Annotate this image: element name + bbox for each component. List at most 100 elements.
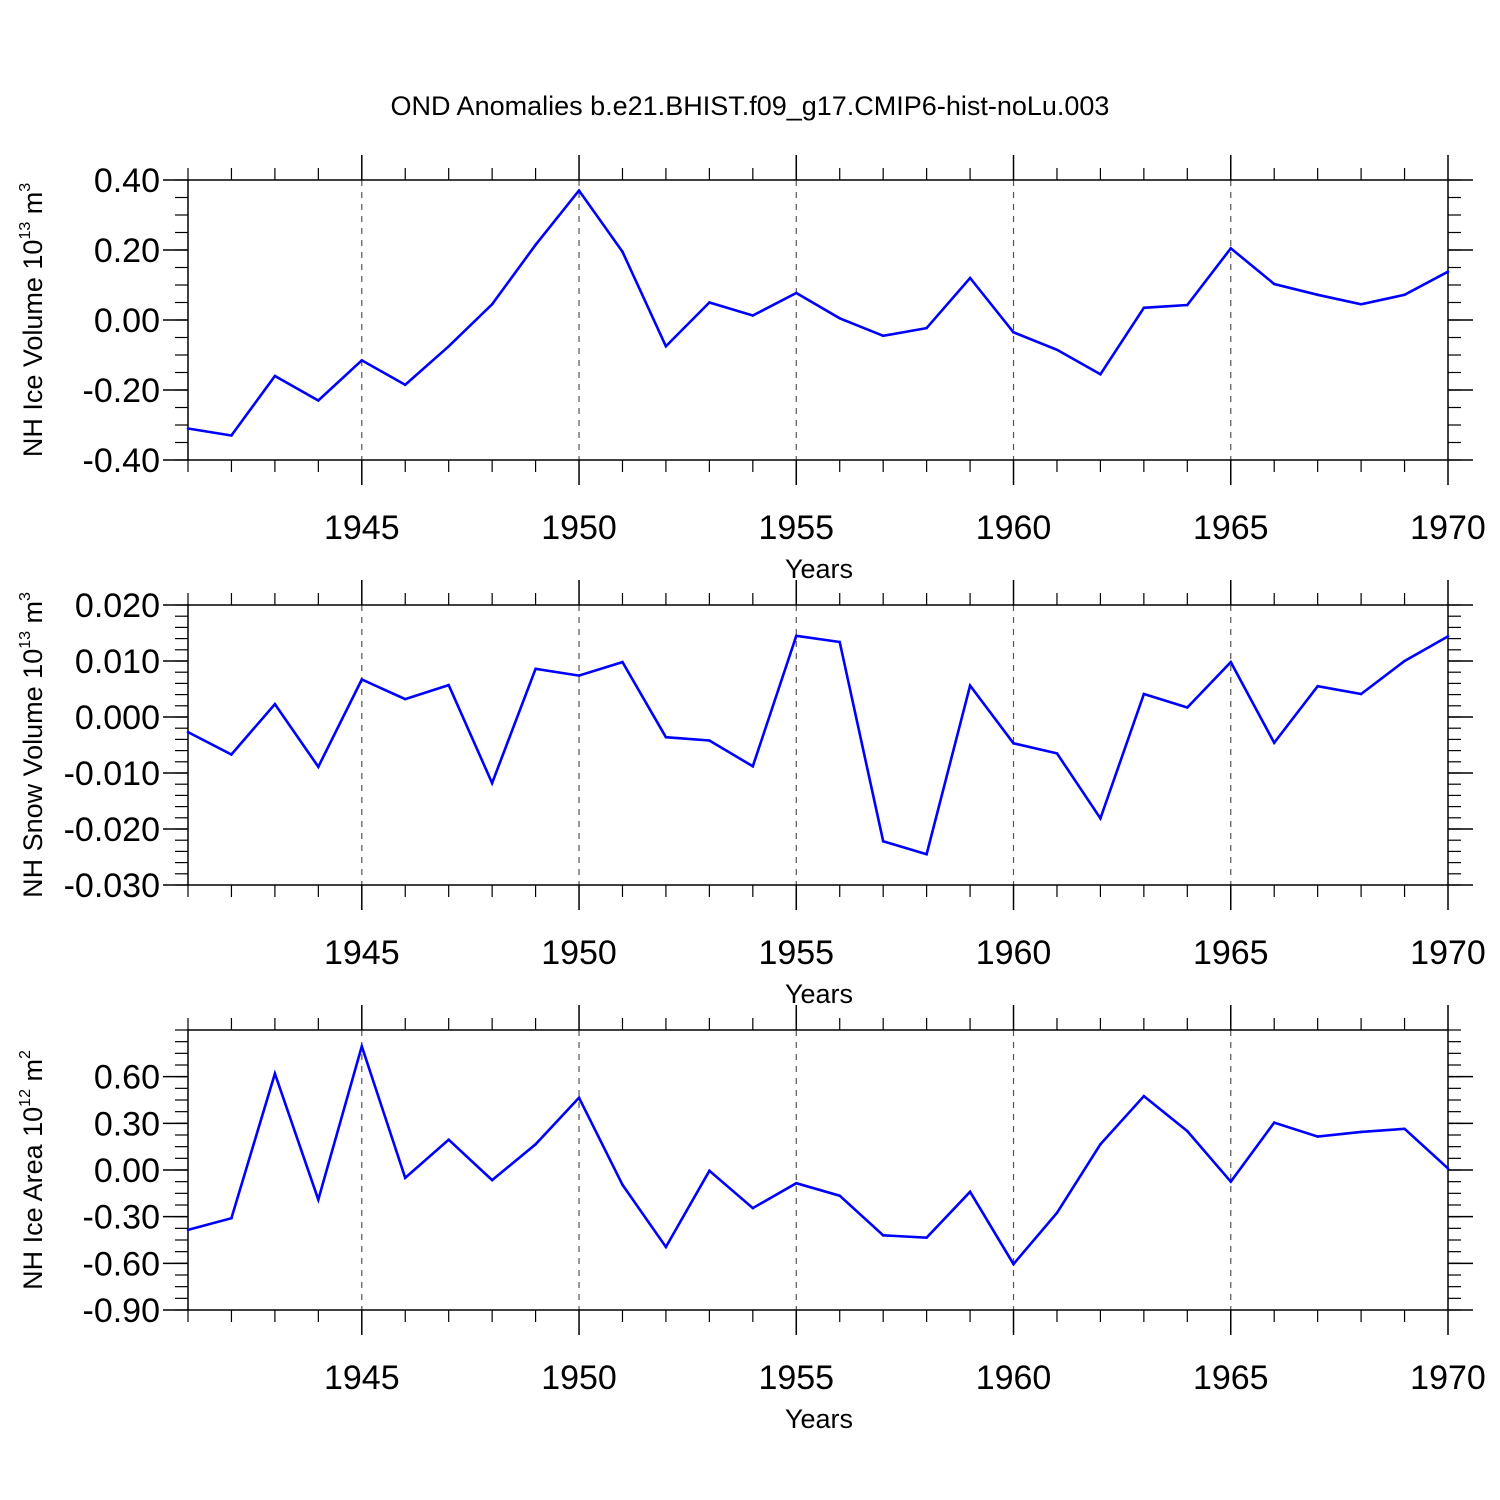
data-point [925, 326, 928, 330]
data-point [447, 1138, 450, 1141]
nh-ice-area-series-line [187, 1041, 1449, 1267]
x-tick-label: 1945 [324, 1359, 400, 1397]
data-point [360, 358, 364, 362]
y-axis-label-exponent: 13 [17, 222, 34, 240]
data-point [273, 1072, 277, 1075]
data-point [708, 301, 711, 304]
y-axis-label-exponent: 13 [17, 631, 34, 649]
y-axis-label-part: NH Snow Volume 10 [18, 649, 48, 898]
data-point [1403, 1127, 1406, 1131]
y-axis-label: NH Ice Volume 1013 m3 [17, 183, 48, 457]
data-point [1012, 742, 1015, 745]
data-point [838, 1194, 842, 1197]
data-point [1099, 1143, 1102, 1146]
data-point [186, 427, 190, 430]
data-point [1359, 1130, 1363, 1134]
data-point [708, 1169, 711, 1173]
data-point [838, 316, 842, 320]
y-axis-label-part: m [18, 1059, 48, 1089]
data-point [1316, 684, 1319, 688]
data-point [794, 1181, 798, 1185]
data-point [881, 840, 885, 843]
x-tick-label: 1950 [541, 934, 617, 972]
x-tick-label: 1960 [976, 1359, 1052, 1397]
nh-ice-volume-series-line [187, 188, 1449, 437]
data-point [1272, 1121, 1276, 1124]
data-point [230, 434, 233, 437]
y-axis-label: NH Snow Volume 1013 m3 [17, 592, 48, 898]
x-axis-label: Years [785, 979, 853, 1009]
data-point [1142, 306, 1146, 310]
data-point [1012, 1262, 1015, 1266]
y-tick-label: -0.60 [83, 1245, 161, 1283]
data-point [317, 765, 320, 769]
data-point [881, 334, 885, 338]
data-point [1272, 741, 1276, 745]
data-point [1229, 246, 1233, 250]
y-tick-label: 0.40 [94, 162, 160, 200]
data-point [317, 399, 320, 402]
data-point [230, 753, 233, 756]
data-point [577, 189, 581, 192]
y-axis-label-exponent: 2 [17, 1050, 34, 1059]
data-point [1012, 330, 1015, 334]
data-point [273, 702, 277, 706]
nh-snow-volume-panel: -0.030 -0.020 -0.010 0.000 0.010 0.020 1945 195… [17, 580, 1486, 1009]
data-point [490, 302, 494, 306]
data-point [1055, 1211, 1059, 1215]
data-point [1186, 706, 1189, 709]
x-tick-label: 1965 [1193, 1359, 1269, 1397]
data-point [1055, 348, 1059, 352]
data-point [1446, 1167, 1450, 1170]
data-point [1316, 293, 1319, 297]
y-tick-label: 0.00 [94, 302, 160, 340]
y-tick-label: -0.90 [83, 1292, 161, 1330]
data-point [751, 314, 755, 317]
data-point [1099, 817, 1102, 820]
data-point [317, 1198, 320, 1201]
y-axis-label-exponent: 12 [17, 1089, 34, 1107]
data-point [664, 735, 668, 739]
data-point [751, 764, 755, 768]
data-point [1099, 372, 1102, 376]
data-point [925, 852, 928, 856]
y-tick-label: 0.020 [75, 587, 160, 625]
nh-ice-volume-panel: -0.40 -0.20 0.00 0.20 0.40 1945 1950 1955 1960 19… [17, 155, 1486, 584]
y-axis-label-exponent: 3 [17, 592, 34, 601]
y-tick-label: -0.010 [64, 755, 160, 793]
data-point [664, 1245, 668, 1249]
x-tick-label: 1955 [758, 934, 834, 972]
data-point [490, 781, 494, 785]
x-axis-label: Years [785, 554, 853, 584]
data-point [273, 374, 277, 378]
x-tick-label: 1950 [541, 509, 617, 547]
x-tick-label: 1955 [758, 1359, 834, 1397]
data-point [1359, 692, 1363, 696]
x-axis-label: Years [785, 1404, 853, 1434]
data-point [1359, 302, 1363, 306]
data-point [447, 344, 450, 348]
data-point [838, 640, 842, 644]
data-point [621, 1183, 624, 1187]
data-point [1142, 1094, 1146, 1098]
data-point [751, 1206, 755, 1210]
y-tick-label: 0.010 [75, 643, 160, 681]
data-point [1403, 293, 1406, 297]
y-axis-label-part: NH Ice Volume 10 [18, 240, 48, 458]
y-tick-label: 0.000 [75, 699, 160, 737]
data-point [1403, 659, 1406, 663]
x-tick-label: 1945 [324, 509, 400, 547]
y-tick-label: -0.40 [83, 442, 161, 480]
data-point [794, 291, 798, 295]
data-point [881, 1234, 885, 1237]
data-point [403, 1176, 407, 1180]
data-point [1272, 282, 1276, 286]
data-point [534, 1143, 537, 1146]
x-tick-label: 1945 [324, 934, 400, 972]
y-axis-label-part: m [18, 601, 48, 631]
y-axis-label-part: NH Ice Area 10 [18, 1107, 48, 1290]
x-tick-label: 1970 [1410, 934, 1486, 972]
data-point [534, 667, 537, 671]
x-tick-label: 1970 [1410, 509, 1486, 547]
